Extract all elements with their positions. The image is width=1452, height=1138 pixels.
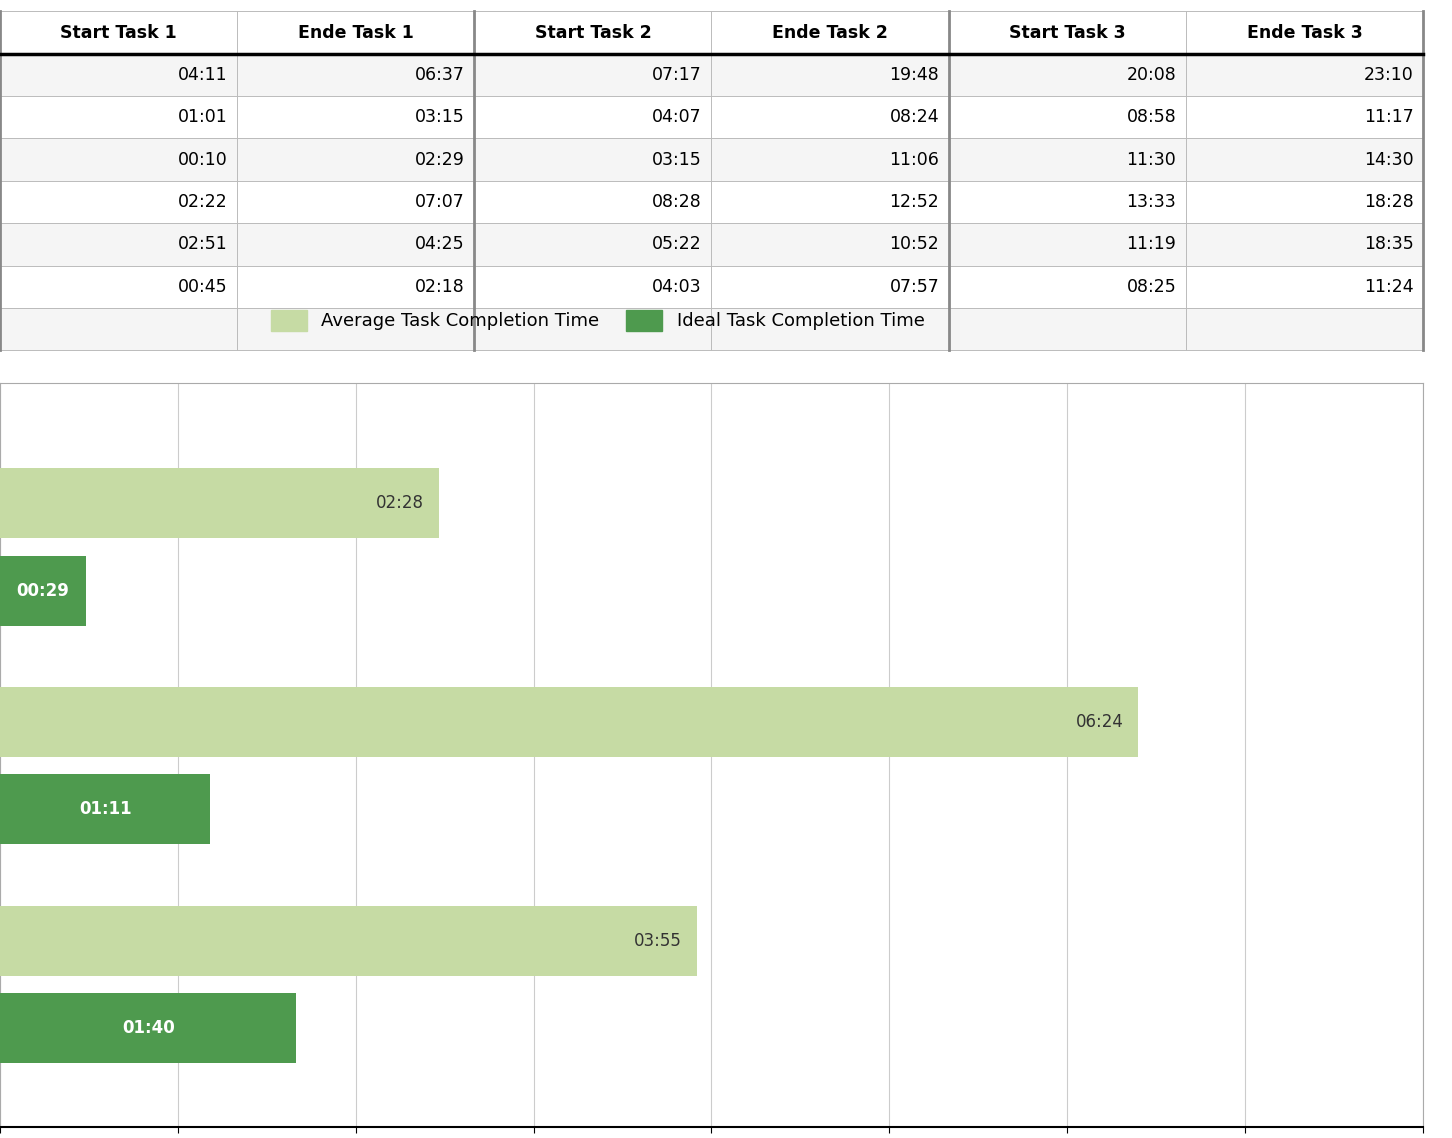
Text: 04:03: 04:03	[652, 278, 701, 296]
Bar	[0, 223, 1423, 265]
Text: 11:06: 11:06	[889, 150, 939, 168]
Text: 07:17: 07:17	[652, 66, 701, 84]
Bar	[0, 906, 697, 975]
Text: 01:40: 01:40	[122, 1020, 174, 1037]
Text: 14:30: 14:30	[1363, 150, 1413, 168]
Text: 03:15: 03:15	[415, 108, 465, 126]
Text: 08:58: 08:58	[1127, 108, 1176, 126]
Bar	[0, 308, 1423, 351]
Text: 05:22: 05:22	[652, 236, 701, 254]
Bar	[0, 774, 211, 844]
Text: 12:52: 12:52	[890, 193, 939, 211]
Bar	[0, 96, 1423, 139]
Text: 19:48: 19:48	[890, 66, 939, 84]
Text: Start Task 3: Start Task 3	[1009, 24, 1125, 42]
Bar	[0, 139, 1423, 181]
Bar	[1186, 11, 1423, 53]
Text: 02:22: 02:22	[179, 193, 228, 211]
Text: 04:07: 04:07	[652, 108, 701, 126]
Text: 23:10: 23:10	[1363, 66, 1413, 84]
Text: Start Task 2: Start Task 2	[534, 24, 652, 42]
Bar	[0, 555, 86, 626]
Text: 11:19: 11:19	[1127, 236, 1176, 254]
Bar	[711, 11, 948, 53]
Bar	[475, 11, 711, 53]
Text: Start Task 1: Start Task 1	[60, 24, 177, 42]
Text: 06:24: 06:24	[1076, 712, 1124, 731]
Text: 11:17: 11:17	[1363, 108, 1413, 126]
Text: 01:11: 01:11	[78, 800, 132, 818]
Text: 20:08: 20:08	[1127, 66, 1176, 84]
Bar	[0, 11, 237, 53]
Bar	[0, 468, 439, 538]
Legend: Average Task Completion Time, Ideal Task Completion Time: Average Task Completion Time, Ideal Task…	[263, 303, 932, 338]
Text: 02:51: 02:51	[179, 236, 228, 254]
Text: 08:24: 08:24	[890, 108, 939, 126]
Text: 08:25: 08:25	[1127, 278, 1176, 296]
Text: 04:11: 04:11	[179, 66, 228, 84]
Text: Ende Task 2: Ende Task 2	[772, 24, 889, 42]
Text: 07:57: 07:57	[890, 278, 939, 296]
Text: 04:25: 04:25	[415, 236, 465, 254]
Bar	[0, 181, 1423, 223]
Text: 00:45: 00:45	[179, 278, 228, 296]
Text: 00:10: 00:10	[179, 150, 228, 168]
Bar	[0, 993, 296, 1063]
Bar	[0, 53, 1423, 96]
Text: 06:37: 06:37	[415, 66, 465, 84]
Text: 02:18: 02:18	[415, 278, 465, 296]
Bar	[0, 265, 1423, 308]
Text: 10:52: 10:52	[890, 236, 939, 254]
Bar	[237, 11, 475, 53]
Bar	[0, 687, 1138, 757]
Text: Ende Task 1: Ende Task 1	[298, 24, 414, 42]
Text: 18:28: 18:28	[1363, 193, 1413, 211]
Text: 07:07: 07:07	[415, 193, 465, 211]
Text: 18:35: 18:35	[1363, 236, 1413, 254]
Bar	[948, 11, 1186, 53]
Text: 11:24: 11:24	[1363, 278, 1413, 296]
Text: 08:28: 08:28	[652, 193, 701, 211]
Text: 00:29: 00:29	[16, 582, 70, 600]
Text: 02:29: 02:29	[415, 150, 465, 168]
Text: 13:33: 13:33	[1127, 193, 1176, 211]
Text: 02:28: 02:28	[376, 494, 424, 512]
Text: Ende Task 3: Ende Task 3	[1246, 24, 1362, 42]
Text: 03:15: 03:15	[652, 150, 701, 168]
Text: 11:30: 11:30	[1127, 150, 1176, 168]
Text: 03:55: 03:55	[635, 932, 682, 949]
Text: 01:01: 01:01	[179, 108, 228, 126]
